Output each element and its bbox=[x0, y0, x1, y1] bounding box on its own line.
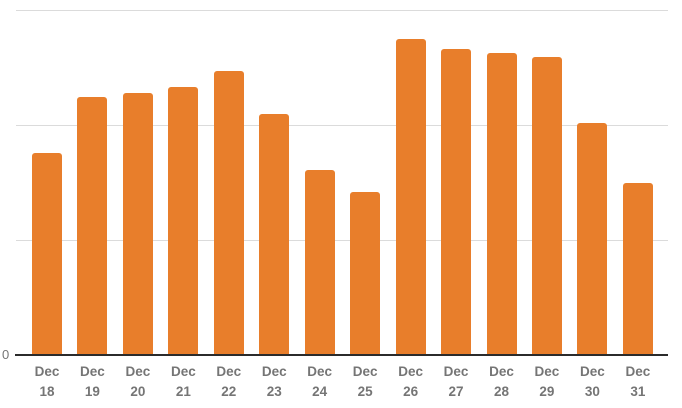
x-tick-label-dec-18: Dec 18 bbox=[34, 364, 60, 399]
x-tick-label-dec-29: Dec 29 bbox=[534, 364, 560, 399]
bar-dec-28[interactable] bbox=[486, 52, 517, 355]
bar-dec-26[interactable] bbox=[395, 38, 426, 355]
bar-dec-22[interactable] bbox=[213, 70, 244, 355]
bar-dec-19[interactable] bbox=[77, 97, 108, 355]
bar-dec-25[interactable] bbox=[350, 191, 381, 355]
bar-dec-29[interactable] bbox=[531, 57, 562, 355]
gridline-1 bbox=[16, 240, 668, 241]
x-axis-line bbox=[15, 354, 668, 356]
x-tick-label-dec-30: Dec 30 bbox=[580, 364, 605, 399]
gridline-2 bbox=[16, 125, 668, 126]
x-tick-label-dec-21: Dec 21 bbox=[170, 364, 196, 399]
plot-area bbox=[15, 10, 668, 356]
bar-dec-23[interactable] bbox=[259, 113, 290, 355]
x-tick-label-dec-20: Dec 20 bbox=[125, 364, 151, 399]
x-tick-label-dec-26: Dec 26 bbox=[398, 364, 423, 399]
bar-dec-31[interactable] bbox=[622, 182, 653, 355]
bar-dec-20[interactable] bbox=[122, 92, 153, 355]
x-tick-label-dec-25: Dec 25 bbox=[352, 364, 378, 399]
y-axis-zero-label: 0 bbox=[2, 347, 10, 362]
x-tick-label-dec-24: Dec 24 bbox=[307, 364, 333, 399]
bar-dec-30[interactable] bbox=[577, 122, 608, 355]
x-tick-label-dec-23: Dec 23 bbox=[261, 364, 287, 399]
x-tick-label-dec-31: Dec 31 bbox=[625, 364, 651, 399]
gridline-3 bbox=[16, 10, 668, 11]
bar-dec-24[interactable] bbox=[304, 169, 335, 355]
x-tick-label-dec-22: Dec 22 bbox=[216, 364, 242, 399]
bar-dec-27[interactable] bbox=[441, 49, 472, 355]
bar-dec-18[interactable] bbox=[32, 152, 62, 355]
x-tick-label-dec-27: Dec 27 bbox=[443, 364, 469, 399]
x-tick-label-dec-28: Dec 28 bbox=[489, 364, 514, 399]
x-tick-label-dec-19: Dec 19 bbox=[80, 364, 105, 399]
bar-dec-21[interactable] bbox=[168, 87, 199, 355]
